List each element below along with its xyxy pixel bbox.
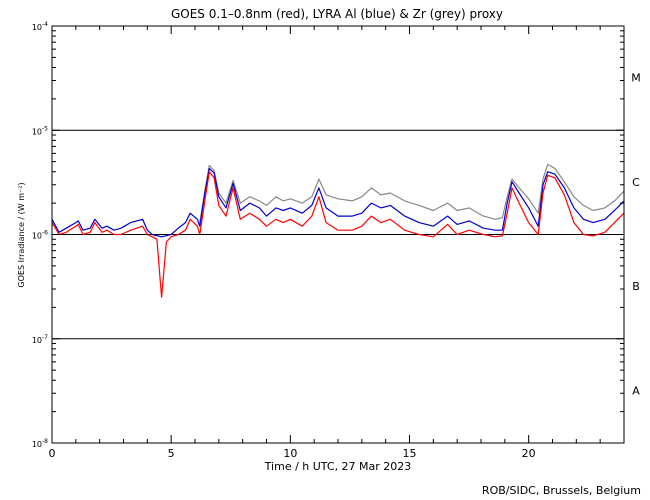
x-axis-label: Time / h UTC, 27 Mar 2023 — [264, 460, 412, 473]
x-tick-label: 0 — [49, 447, 56, 460]
series-line-lyra-zr-proxy — [199, 163, 625, 223]
flare-class-label: C — [632, 176, 640, 189]
chart-title: GOES 0.1–0.8nm (red), LYRA Al (blue) & Z… — [171, 7, 503, 21]
series-layer — [51, 163, 625, 298]
y-tick-label: 10-4 — [32, 21, 48, 32]
flare-class-label: B — [632, 280, 640, 293]
flare-class-label: A — [632, 384, 640, 397]
plot-frame — [51, 25, 625, 444]
series-line-lyra-al-proxy — [51, 167, 625, 238]
x-tick-label: 5 — [168, 447, 175, 460]
credit-label: ROB/SIDC, Brussels, Belgium — [482, 484, 641, 497]
y-axis-label: GOES Irradiance / (W m⁻²) — [17, 182, 26, 287]
y-tick-label: 10-7 — [32, 334, 48, 345]
x-tick-label: 15 — [403, 447, 417, 460]
flare-class-label: M — [631, 72, 641, 85]
y-tick-label: 10-8 — [32, 438, 48, 449]
x-tick-label: 20 — [522, 447, 536, 460]
x-tick-label: 10 — [283, 447, 297, 460]
y-tick-label: 10-5 — [32, 125, 48, 136]
y-tick-label: 10-6 — [32, 230, 48, 241]
axis-layer: 0 5 10 15 20 10-4 10-5 10-6 10-7 10-8 M C B A — [32, 21, 641, 460]
series-line-goes-0-1-0-8nm — [51, 171, 625, 298]
